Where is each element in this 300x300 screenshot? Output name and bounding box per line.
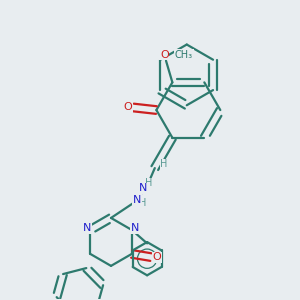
Text: H: H [145, 178, 152, 188]
Text: N: N [131, 223, 139, 233]
Text: H: H [139, 198, 147, 208]
Text: N: N [83, 223, 91, 233]
Text: O: O [160, 50, 169, 60]
Text: N: N [139, 183, 147, 193]
Text: CH₃: CH₃ [175, 50, 193, 60]
Text: N: N [133, 195, 141, 205]
Text: O: O [123, 103, 132, 112]
Text: O: O [152, 252, 161, 262]
Text: H: H [160, 159, 167, 169]
